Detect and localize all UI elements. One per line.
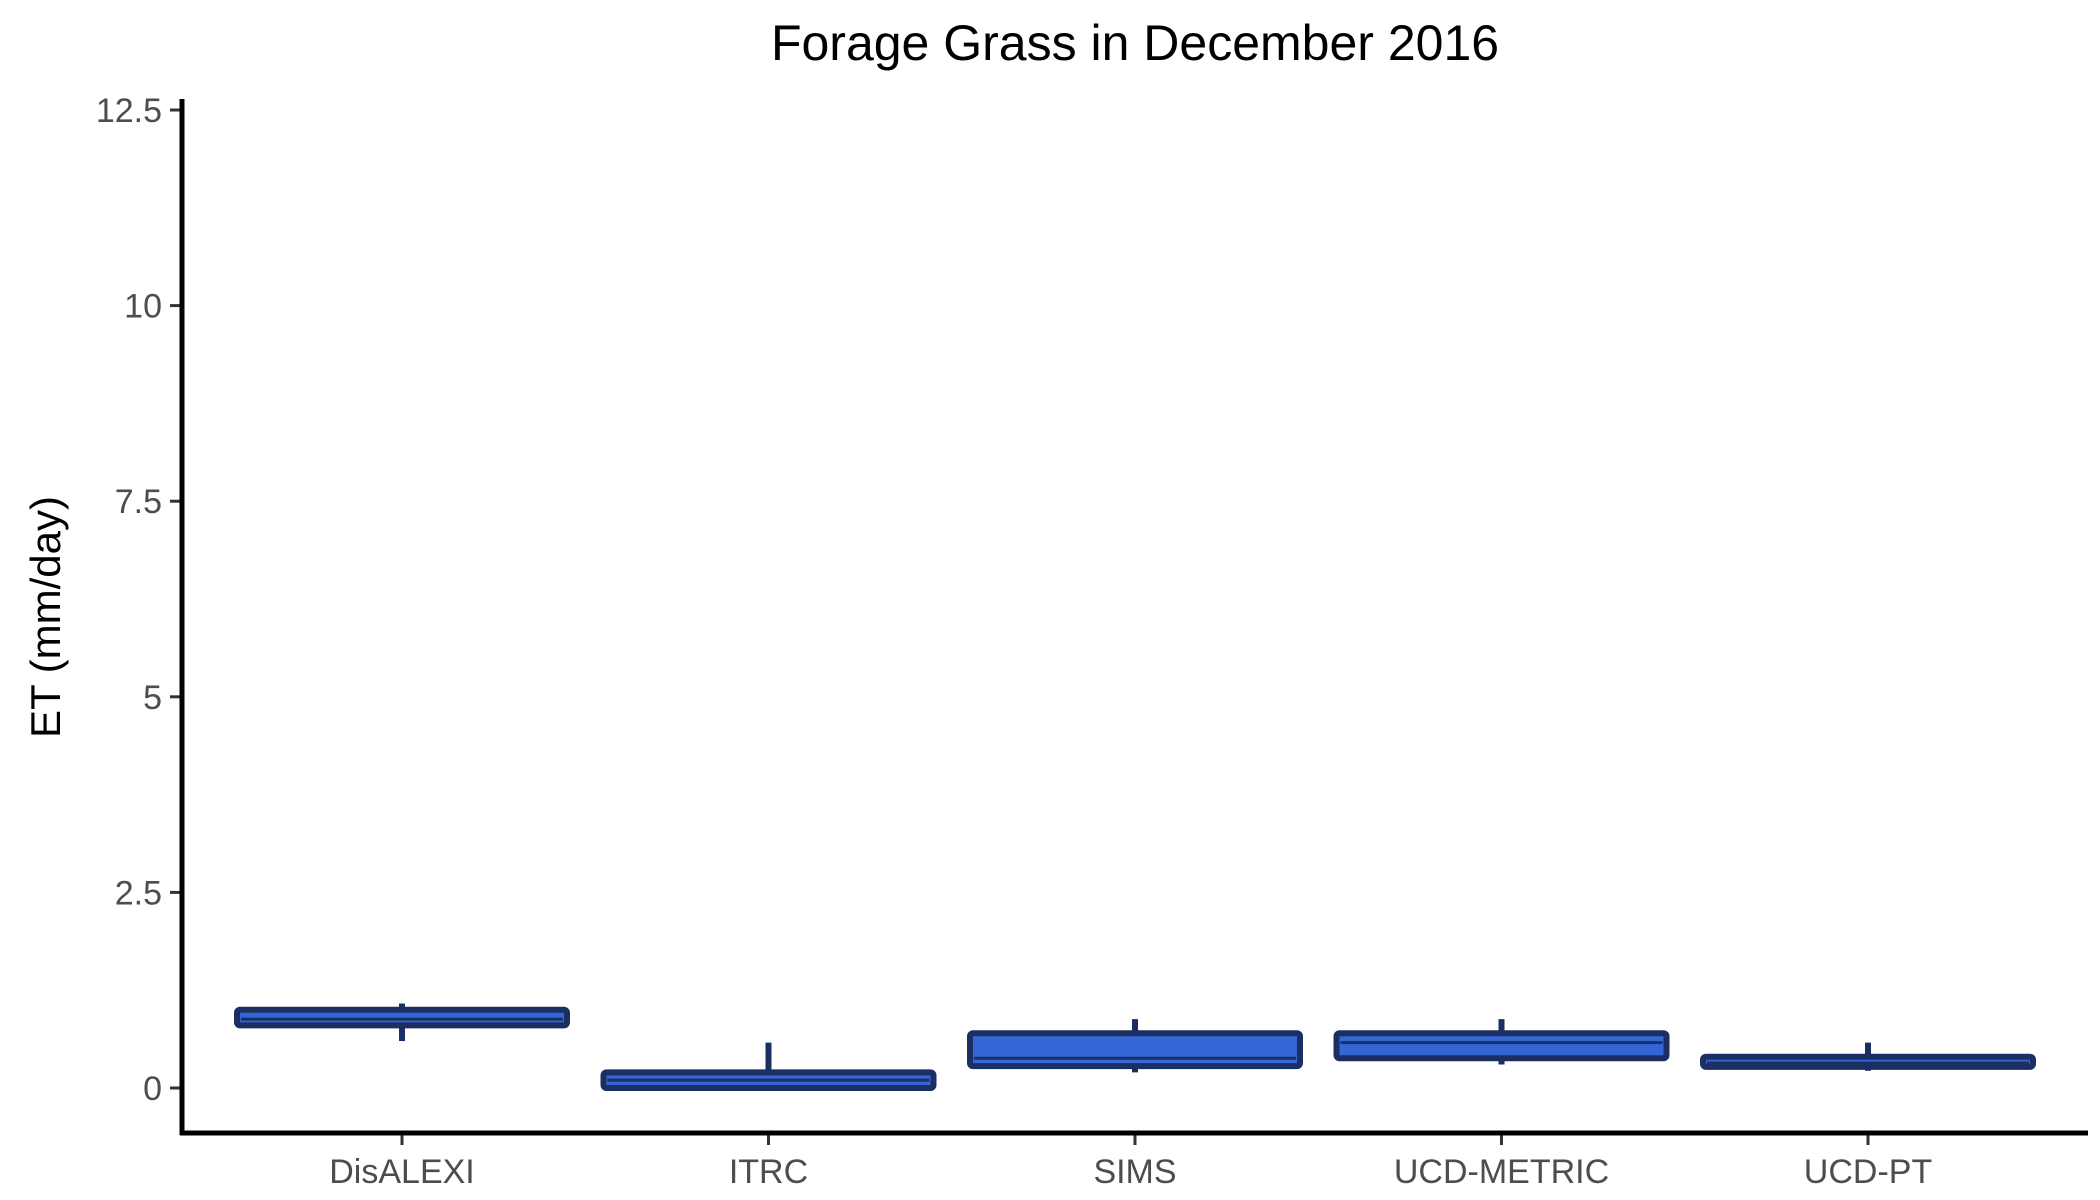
- box-ucd-pt: [1700, 1042, 2036, 1071]
- y-tick-label: 12.5: [96, 92, 162, 130]
- y-tick-label: 2.5: [115, 874, 162, 912]
- box-iqr: [967, 1030, 1303, 1070]
- box-sims: [967, 1019, 1303, 1073]
- x-tick-label: UCD-METRIC: [1394, 1153, 1609, 1191]
- y-tick-label: 7.5: [115, 483, 162, 521]
- box-iqr: [234, 1006, 570, 1029]
- box-itrc: [600, 1042, 937, 1092]
- box-ucd-metric: [1333, 1019, 1670, 1065]
- x-axis-ticks: DisALEXI ITRC SIMS UCD-METRIC UCD-PT: [329, 1133, 1932, 1191]
- box-iqr: [1333, 1030, 1670, 1062]
- x-tick-label: SIMS: [1093, 1153, 1176, 1191]
- x-tick-label: UCD-PT: [1804, 1153, 1932, 1191]
- chart-title: Forage Grass in December 2016: [771, 15, 1499, 71]
- y-tick-label: 10: [124, 288, 162, 326]
- y-axis-label: ET (mm/day): [22, 496, 69, 738]
- x-tick-label: DisALEXI: [329, 1153, 475, 1191]
- y-axis-ticks: 0 2.5 5 7.5 10 12.5: [96, 92, 182, 1108]
- box-series: [234, 1003, 2036, 1092]
- box-disalexi: [234, 1003, 570, 1042]
- y-tick-label: 5: [143, 679, 162, 717]
- x-tick-label: ITRC: [729, 1153, 808, 1191]
- y-tick-label: 0: [143, 1070, 162, 1108]
